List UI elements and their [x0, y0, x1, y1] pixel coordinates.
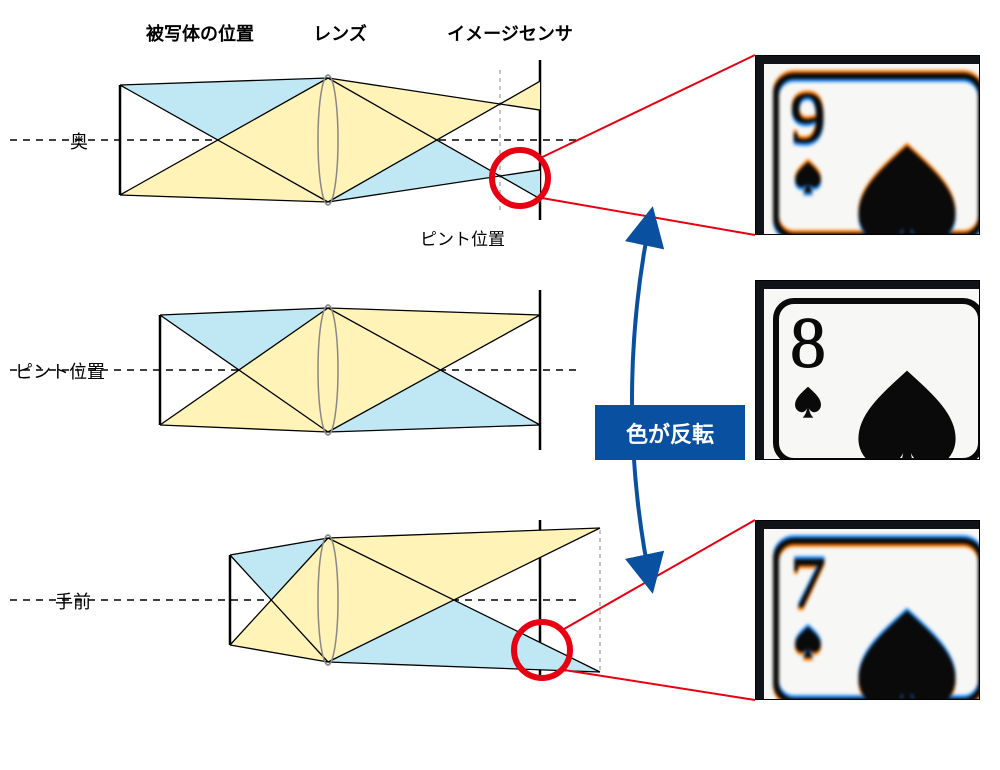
label-奥: 奥 [70, 128, 88, 154]
label-イメージセンサ: イメージセンサ [447, 20, 573, 46]
svg-text:9: 9 [790, 78, 826, 158]
label-被写体の位置: 被写体の位置 [146, 20, 254, 46]
label-手前: 手前 [55, 588, 91, 614]
color-inversion-badge: 色が反転 [595, 405, 745, 460]
svg-text:7: 7 [790, 543, 826, 623]
label-ピント位置: ピント位置 [420, 225, 505, 250]
sample-card-8: 8 [755, 280, 980, 460]
sample-card-9: 999 [755, 55, 980, 235]
label-ピント位置: ピント位置 [15, 358, 105, 384]
svg-text:8: 8 [790, 303, 826, 383]
sample-card-7: 777 [755, 520, 980, 700]
label-レンズ: レンズ [313, 20, 367, 46]
